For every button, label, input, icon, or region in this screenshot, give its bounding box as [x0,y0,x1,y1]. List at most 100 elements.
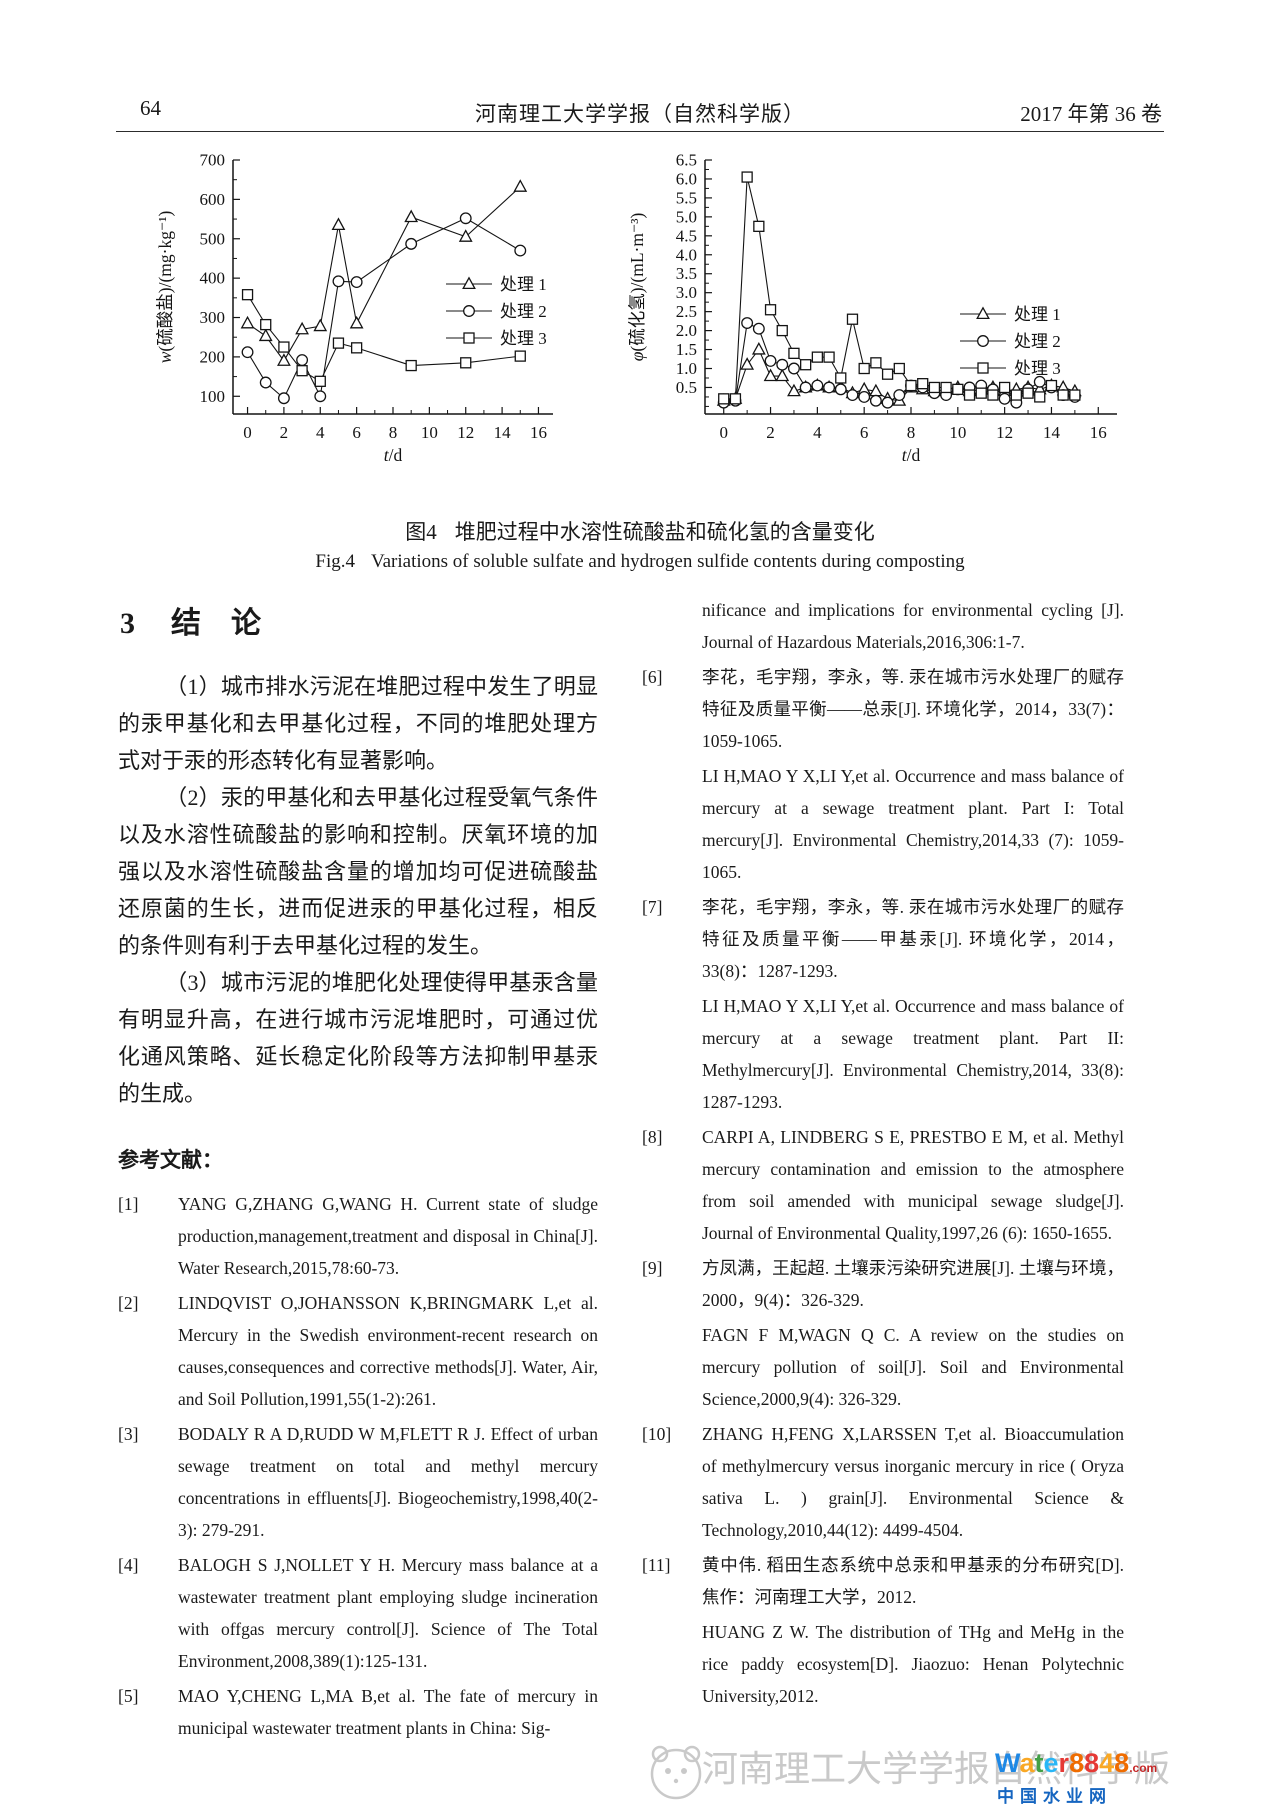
brand-letter: r [1058,1748,1070,1778]
svg-text:6.0: 6.0 [676,169,697,188]
svg-text:200: 200 [200,347,226,366]
svg-text:8: 8 [907,423,916,442]
reference-item: [8] CARPI A, LINDBERG S E, PRESTBO E M, e… [642,1121,1124,1249]
reference-translation: FAGN F M,WAGN Q C. A review on the studi… [642,1319,1124,1415]
reference-number: [9] [642,1258,663,1278]
svg-text:2.5: 2.5 [676,302,697,321]
references-list-right: nificance and implications for environme… [642,594,1124,1712]
reference-item: [5] MAO Y,CHENG L,MA B,et al. The fate of… [118,1680,598,1744]
brand-letter: 8 [1069,1748,1085,1778]
reference-number [642,1616,702,1712]
sulfate-chart: 100 200 300 400 500 600 700 0 2 4 6 8 10 12 14 16 w(硫酸盐)… [155,151,553,465]
y-axis-label: w(硫酸盐)/(mg·kg⁻¹) [155,211,175,364]
svg-text:2: 2 [280,423,289,442]
svg-text:5.0: 5.0 [676,207,697,226]
chart-series-3 [718,171,1081,405]
reference-item: [6] 李花，毛宇翔，李永，等. 汞在城市污水处理厂的赋存特征及质量平衡——总汞[… [642,661,1124,757]
watermark-logo-icon [650,1745,702,1800]
figure-label-en: Fig.4 [315,551,355,572]
reference-item: [11] 黄中伟. 稻田生态系统中总汞和甲基汞的分布研究[D]. 焦作：河南理工大… [642,1549,1124,1613]
reference-translation: LI H,MAO Y X,LI Y,et al. Occurrence and … [642,990,1124,1118]
reference-number: [11] [642,1555,671,1575]
reference-number: [1] [118,1194,139,1214]
svg-text:14: 14 [494,423,512,442]
svg-text:2: 2 [766,423,775,442]
svg-text:10: 10 [949,423,966,442]
journal-title: 河南理工大学学报（自然科学版） [475,102,805,126]
svg-text:处理 3: 处理 3 [1014,359,1061,378]
reference-number: [2] [118,1293,139,1313]
svg-text:100: 100 [200,387,226,406]
brand-suffix: .com [1129,1761,1158,1775]
brand-letter: e [1043,1748,1059,1778]
reference-translation: HUANG Z W. The distribution of THg and M… [642,1616,1124,1712]
figure-text-en: Variations of soluble sulfate and hydrog… [370,551,965,572]
reference-text: 黄中伟. 稻田生态系统中总汞和甲基汞的分布研究[D]. 焦作：河南理工大学，20… [702,1555,1124,1607]
reference-translation: LI H,MAO Y X,LI Y,et al. Occurrence and … [642,760,1124,888]
svg-text:4: 4 [813,423,822,442]
reference-text: LINDQVIST O,JOHANSSON K,BRINGMARK L,et a… [178,1293,598,1409]
reference-item: [3] BODALY R A D,RUDD W M,FLETT R J. Effe… [118,1418,598,1546]
svg-text:6.5: 6.5 [676,151,697,170]
figure-caption-zh: 图4 堆肥过程中水溶性硫酸盐和硫化氢的含量变化 [115,516,1165,546]
brand-letter: 8 [1114,1748,1130,1778]
svg-text:10: 10 [421,423,438,442]
reference-number [642,760,702,888]
page-number: 64 [140,96,161,120]
water8848-subtitle: 中国水业网 [997,1787,1112,1806]
reference-text: BALOGH S J,NOLLET Y H. Mercury mass bala… [178,1555,598,1671]
chart-series-2 [717,317,1081,409]
reference-text: 李花，毛宇翔，李永，等. 汞在城市污水处理厂的赋存特征及质量平衡——甲基汞[J]… [702,897,1124,981]
svg-text:4: 4 [316,423,325,442]
svg-text:16: 16 [1090,423,1107,442]
chart-series-1 [240,179,528,366]
reference-item: [10] ZHANG H,FENG X,LARSSEN T,et al. Bioa… [642,1418,1124,1546]
journal-watermark: 河南理工大学学报自然科学版 [702,1749,1171,1789]
svg-text:14: 14 [1043,423,1061,442]
brand-letter: 8 [1084,1748,1100,1778]
section-title: 结 论 [171,607,261,640]
conclusion-heading: 3 结 论 [120,598,598,642]
svg-text:2.0: 2.0 [676,321,697,340]
svg-text:3.5: 3.5 [676,264,697,283]
svg-text:处理 3: 处理 3 [500,329,547,348]
header-rule [116,131,1164,132]
svg-text:16: 16 [530,423,547,442]
svg-text:12: 12 [996,423,1013,442]
svg-text:0.5: 0.5 [676,378,697,397]
reference-number [642,594,702,658]
issue-volume: 2017 年第 36 卷 [1020,102,1162,126]
reference-number [642,1319,702,1415]
reference-text: LI H,MAO Y X,LI Y,et al. Occurrence and … [702,766,1124,882]
conclusion-paragraph-1: （1）城市排水污泥在堆肥过程中发生了明显的汞甲基化和去甲基化过程，不同的堆肥处理… [118,674,598,773]
x-axis-label: t/d [384,445,403,465]
svg-text:1.0: 1.0 [676,359,697,378]
y-axis-label: φ(硫化氢)/(mL·m⁻³) [627,213,647,362]
svg-text:500: 500 [200,229,226,248]
reference-item: [4] BALOGH S J,NOLLET Y H. Mercury mass b… [118,1549,598,1677]
svg-text:12: 12 [457,423,474,442]
reference-number: [10] [642,1424,672,1444]
reference-text: 李花，毛宇翔，李永，等. 汞在城市污水处理厂的赋存特征及质量平衡——总汞[J].… [702,667,1124,751]
svg-text:700: 700 [200,151,226,170]
conclusion-paragraph-3: （3）城市污泥的堆肥化处理使得甲基汞含量有明显升高，在进行城市污泥堆肥时，可通过… [118,970,598,1106]
svg-text:0: 0 [243,423,252,442]
reference-text: nificance and implications for environme… [702,600,1124,652]
figure-label-zh: 图4 [405,520,437,544]
svg-text:处理 2: 处理 2 [500,302,547,321]
reference-number: [6] [642,667,663,687]
brand-letter: a [1019,1748,1035,1778]
h2s-chart: 0.51.01.52.02.53.03.54.04.55.05.56.06.5 0… [627,151,1117,465]
reference-item: [9] 方凤满，王起超. 土壤汞污染研究进展[J]. 土壤与环境，2000，9(4… [642,1252,1124,1316]
reference-text: YANG G,ZHANG G,WANG H. Current state of … [178,1194,598,1278]
reference-number: [8] [642,1127,663,1147]
reference-text: FAGN F M,WAGN Q C. A review on the studi… [702,1325,1124,1409]
svg-text:0: 0 [719,423,728,442]
reference-text: BODALY R A D,RUDD W M,FLETT R J. Effect … [178,1424,598,1540]
reference-item: [2] LINDQVIST O,JOHANSSON K,BRINGMARK L,e… [118,1287,598,1415]
x-axis-label: t/d [902,445,921,465]
chart-series-3 [241,289,526,387]
brand-letter: 4 [1099,1748,1115,1778]
brand-letter: t [1034,1748,1044,1778]
